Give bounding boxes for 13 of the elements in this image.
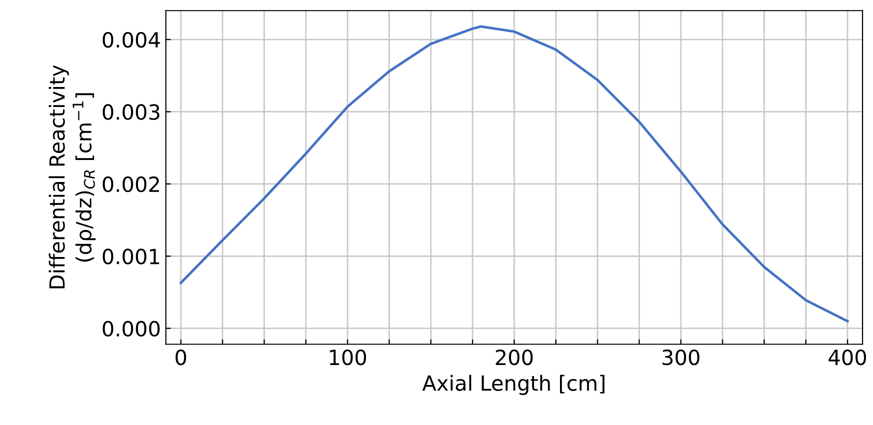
y-tick-label: 0.002 — [102, 176, 159, 192]
line-series — [180, 25, 849, 322]
y-tick-label: 0.004 — [102, 32, 160, 48]
y-axis-title: Differential Reactivity (dρ/dz)$_{CR}$ [cm$^{−1}$] — [48, 65, 96, 288]
x-axis-title: Axial Length [cm] — [422, 374, 604, 395]
x-tick-label: 300 — [662, 349, 700, 366]
x-tick-label: 0 — [176, 349, 186, 366]
y-tick-label: 0.003 — [102, 104, 160, 120]
x-tick-label: 400 — [828, 349, 866, 366]
y-tick-label: 0.000 — [102, 320, 160, 337]
y-tick-label: 0.001 — [102, 248, 160, 264]
x-tick-label: 200 — [496, 349, 533, 366]
x-tick-label: 100 — [330, 349, 366, 366]
